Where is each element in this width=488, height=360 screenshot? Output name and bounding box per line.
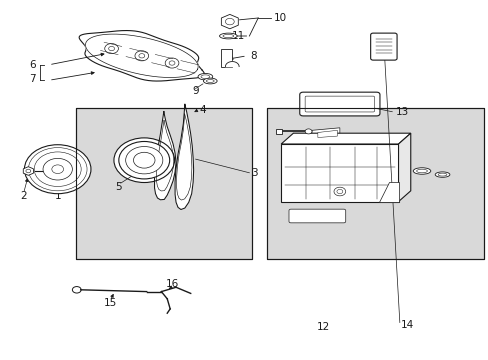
Text: 7: 7 [29, 74, 36, 84]
Circle shape [104, 44, 118, 54]
Polygon shape [221, 14, 238, 29]
Ellipse shape [223, 34, 233, 37]
Text: 4: 4 [199, 105, 206, 115]
Polygon shape [154, 112, 176, 200]
Circle shape [225, 18, 234, 25]
Ellipse shape [434, 172, 449, 177]
Polygon shape [175, 104, 193, 210]
Circle shape [333, 187, 345, 196]
Circle shape [34, 152, 81, 186]
Bar [220, 49, 232, 67]
Bar [281, 144, 398, 202]
Circle shape [52, 165, 63, 174]
Text: 15: 15 [103, 298, 117, 308]
Circle shape [108, 46, 114, 51]
Bar [266, 108, 483, 259]
Text: 8: 8 [250, 51, 257, 61]
Polygon shape [23, 167, 33, 175]
Circle shape [24, 145, 91, 194]
Ellipse shape [198, 73, 212, 80]
Circle shape [114, 138, 174, 183]
FancyBboxPatch shape [305, 96, 374, 112]
Text: 11: 11 [232, 31, 245, 41]
Circle shape [139, 54, 144, 58]
Polygon shape [281, 133, 410, 144]
Text: 1: 1 [54, 191, 61, 201]
Text: 12: 12 [316, 321, 330, 332]
Circle shape [125, 147, 163, 174]
Polygon shape [317, 130, 337, 138]
Circle shape [28, 148, 87, 191]
Polygon shape [85, 34, 198, 77]
Circle shape [43, 158, 72, 180]
Circle shape [119, 141, 169, 179]
Text: 5: 5 [115, 182, 122, 192]
Circle shape [31, 149, 84, 189]
Text: 14: 14 [400, 320, 413, 330]
Text: 2: 2 [20, 191, 27, 201]
Ellipse shape [203, 78, 217, 84]
Circle shape [133, 152, 155, 168]
Ellipse shape [416, 169, 427, 173]
Ellipse shape [219, 33, 237, 39]
Circle shape [169, 61, 175, 65]
Circle shape [72, 287, 81, 293]
FancyBboxPatch shape [288, 209, 345, 223]
Polygon shape [398, 133, 410, 202]
Circle shape [26, 169, 31, 173]
Bar [76, 108, 251, 259]
Text: 3: 3 [250, 168, 257, 178]
Text: 16: 16 [165, 279, 179, 289]
Text: 9: 9 [192, 86, 199, 96]
Text: 13: 13 [395, 107, 408, 117]
Polygon shape [378, 182, 398, 202]
Ellipse shape [437, 173, 446, 176]
Circle shape [305, 129, 311, 134]
FancyBboxPatch shape [299, 92, 379, 116]
Ellipse shape [412, 168, 430, 174]
Bar [266, 108, 483, 259]
Polygon shape [225, 62, 239, 67]
Circle shape [165, 58, 179, 68]
Ellipse shape [201, 75, 209, 78]
Polygon shape [79, 31, 204, 81]
FancyBboxPatch shape [370, 33, 396, 60]
Bar [276, 129, 282, 134]
Ellipse shape [206, 80, 214, 82]
Circle shape [336, 189, 342, 194]
Circle shape [135, 51, 148, 61]
Bar [76, 108, 251, 259]
Text: 6: 6 [29, 60, 36, 70]
Polygon shape [311, 128, 339, 139]
Text: 10: 10 [273, 13, 286, 23]
